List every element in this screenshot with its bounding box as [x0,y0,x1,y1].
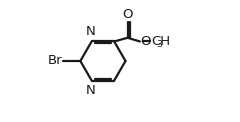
Text: N: N [85,84,95,97]
Text: O: O [122,8,133,21]
Text: O: O [140,35,151,48]
Text: N: N [85,25,95,38]
Text: Br: Br [48,55,62,67]
Text: CH: CH [151,35,170,48]
Text: 3: 3 [156,40,162,49]
